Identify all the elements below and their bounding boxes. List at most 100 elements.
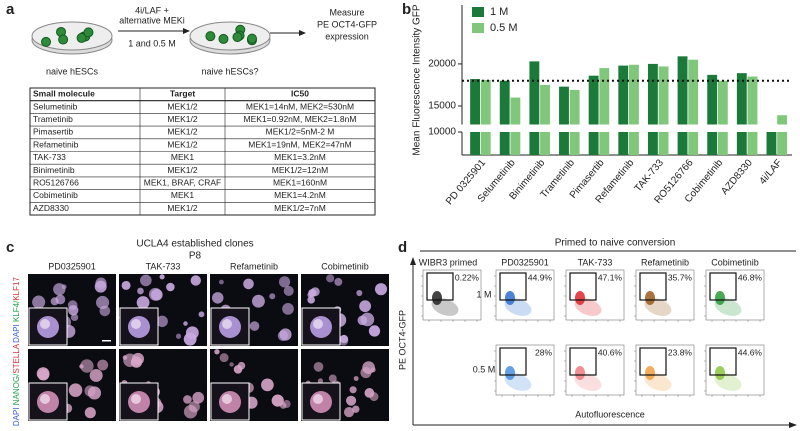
cell: [233, 365, 243, 374]
bar: [677, 56, 688, 125]
colony: [232, 32, 243, 43]
cell: [317, 378, 324, 384]
bar-base: [569, 132, 580, 155]
inset-colony: [131, 394, 141, 404]
gate: [639, 347, 667, 376]
y-axis-label: PE OCT4-GFP: [397, 310, 407, 370]
bar-base: [766, 132, 777, 155]
population: [715, 366, 725, 380]
dose: 1 and 0.5 M: [128, 38, 176, 48]
panel-label: b: [402, 1, 411, 18]
table-cell: MEK1=14nM, MEK2=530nM: [246, 101, 354, 111]
cell: [229, 362, 234, 367]
x-tick-label: 4i/LAF: [757, 158, 784, 187]
cell: [175, 333, 182, 339]
population: [575, 366, 585, 380]
table-cell: MEK1=0.92nM, MEK2=1.8nM: [244, 114, 357, 124]
cell: [349, 386, 357, 394]
flow-column-label: PD0325901: [501, 257, 549, 267]
table-cell: MEK1: [171, 190, 194, 200]
gate: [426, 272, 454, 301]
bar-base: [677, 132, 688, 155]
colony: [76, 32, 87, 43]
table-cell: AZD8330: [33, 203, 69, 213]
image-column-label: TAK-733: [146, 261, 181, 271]
bar: [658, 66, 669, 125]
table-cell: MEK1/2: [167, 165, 198, 175]
y-tick-label: 20000: [428, 59, 456, 70]
cell: [190, 275, 201, 286]
gate: [499, 272, 527, 301]
population: [645, 291, 655, 305]
gate: [569, 272, 597, 301]
cell: [70, 313, 79, 322]
table-cell: MEK1/2: [167, 127, 198, 137]
inset-colony: [313, 394, 323, 404]
legend-label: 1 M: [490, 6, 508, 18]
cell: [352, 405, 360, 413]
gate-percent: 35.7%: [668, 272, 693, 282]
dish-label: naive hESCs: [46, 66, 99, 76]
legend-label: 0.5 M: [490, 22, 518, 34]
cell: [99, 305, 111, 317]
flow-column-label: TAK-733: [578, 257, 613, 267]
bar-base: [658, 132, 669, 155]
bar-base: [736, 132, 747, 155]
cell: [313, 362, 324, 372]
treatment: alternative MEKi: [119, 15, 185, 25]
control-label: WIBR3 primed: [419, 257, 478, 267]
panel-label: a: [6, 1, 15, 18]
gate: [709, 347, 737, 376]
bar: [569, 89, 580, 125]
bar: [559, 86, 569, 125]
cell: [79, 364, 84, 369]
cell: [80, 359, 94, 373]
dish-label: naive hESCs?: [201, 66, 258, 76]
bar: [599, 68, 610, 125]
table-cell: MEK1/2=5nM-2 M: [266, 127, 335, 137]
table-cell: Pimasertib: [33, 127, 73, 137]
bar-base: [688, 132, 699, 155]
x-axis-label: Autofluorescence: [575, 409, 645, 419]
x-tick-label: AZD8330: [719, 157, 755, 197]
bar-base: [647, 132, 658, 155]
panel-label: d: [398, 239, 407, 256]
bar: [499, 80, 510, 125]
cell: [369, 392, 379, 402]
gate: [709, 272, 737, 301]
stain: STELLA: [12, 343, 21, 373]
gate-percent: 44.9%: [528, 272, 553, 282]
cell: [359, 300, 372, 313]
bar-base: [618, 132, 629, 155]
gate-percent: 46.8%: [738, 272, 763, 282]
readout: PE OCT4-GFP: [317, 19, 377, 29]
bar: [647, 63, 658, 125]
bar: [688, 59, 699, 125]
cell: [353, 376, 359, 381]
gate-percent: 0.22%: [455, 272, 480, 282]
bar-base: [747, 132, 758, 155]
cell: [68, 383, 83, 397]
inset-colony: [131, 319, 141, 329]
treatment: 4i/LAF +: [135, 5, 169, 15]
colony: [83, 27, 94, 38]
cell: [249, 321, 260, 331]
colony: [41, 36, 52, 47]
cell: [84, 385, 96, 397]
table-header: IC50: [291, 89, 309, 99]
readout: Measure: [329, 7, 364, 17]
table-cell: MEK1/2=7nM: [274, 203, 326, 213]
gate-percent: 23.8%: [668, 347, 693, 357]
table-cell: MEK1/2: [167, 203, 198, 213]
cell: [183, 321, 188, 326]
bar-base: [599, 132, 610, 155]
bar-base: [777, 132, 788, 155]
bar: [717, 80, 728, 125]
inset-colony: [222, 394, 232, 404]
table-cell: RO5126766: [33, 178, 79, 188]
arrow-head: [789, 422, 797, 428]
cell: [183, 395, 192, 404]
cell: [84, 407, 96, 419]
arrow-head: [410, 257, 416, 265]
